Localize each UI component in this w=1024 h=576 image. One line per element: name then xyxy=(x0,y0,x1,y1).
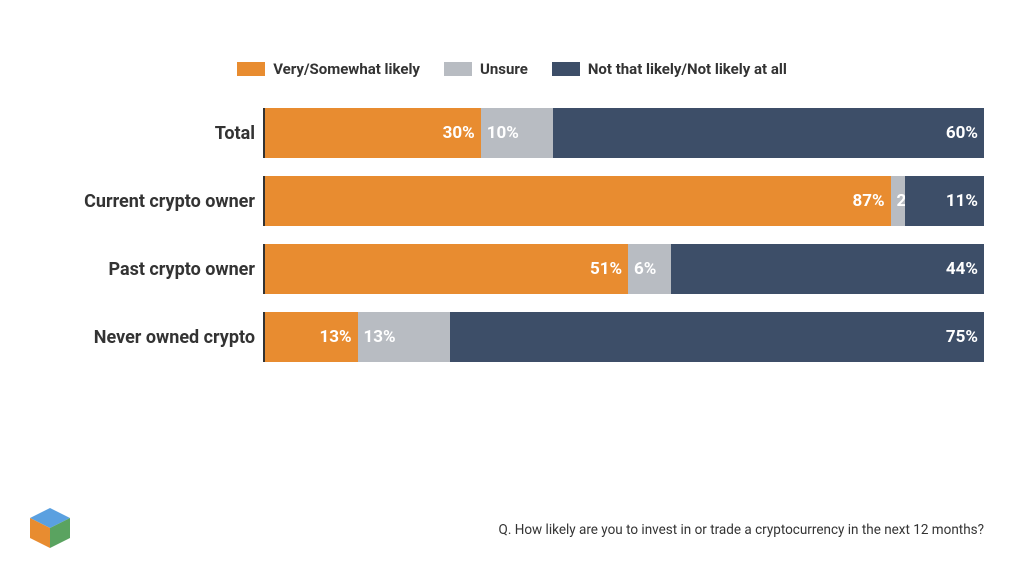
bar-track: 30% 10% 60% xyxy=(263,108,984,158)
bar-row: Current crypto owner 87% 2% 11% xyxy=(0,176,984,226)
stacked-bar-chart: Very/Somewhat likely Unsure Not that likel… xyxy=(0,60,1024,362)
category-label: Current crypto owner xyxy=(0,191,263,212)
legend-label: Not that likely/Not likely at all xyxy=(588,60,787,78)
bar-value-label: 11% xyxy=(946,191,978,211)
bar-segment: 13% xyxy=(265,312,358,362)
bar-value-label: 44% xyxy=(946,259,978,279)
bar-value-label: 13% xyxy=(319,327,351,347)
stacked-bar: 51% 6% 44% xyxy=(265,244,984,294)
bar-segment: 60% xyxy=(553,108,984,158)
legend-item: Not that likely/Not likely at all xyxy=(552,60,787,78)
bar-value-label: 6% xyxy=(634,259,656,279)
bar-row: Total 30% 10% 60% xyxy=(0,108,984,158)
bar-segment: 2% xyxy=(891,176,905,226)
bar-value-label: 60% xyxy=(946,123,978,143)
bar-segment: 6% xyxy=(628,244,671,294)
legend: Very/Somewhat likely Unsure Not that likel… xyxy=(0,60,1024,78)
category-label: Past crypto owner xyxy=(0,259,263,280)
bar-value-label: 10% xyxy=(487,123,519,143)
bar-value-label: 75% xyxy=(946,327,978,347)
category-label: Total xyxy=(0,123,263,144)
legend-item: Unsure xyxy=(444,60,528,78)
bar-segment: 13% xyxy=(358,312,451,362)
bar-value-label: 30% xyxy=(443,123,475,143)
bar-rows: Total 30% 10% 60% Current crypto owner 87% 2% 1… xyxy=(0,108,1024,362)
bar-track: 13% 13% 75% xyxy=(263,312,984,362)
bar-segment: 87% xyxy=(265,176,891,226)
bar-segment: 51% xyxy=(265,244,628,294)
stacked-bar: 13% 13% 75% xyxy=(265,312,984,362)
bar-segment: 75% xyxy=(450,312,984,362)
bar-segment: 44% xyxy=(671,244,984,294)
bar-segment: 10% xyxy=(481,108,553,158)
bar-segment: 30% xyxy=(265,108,481,158)
bar-value-label: 87% xyxy=(852,191,884,211)
stacked-bar: 87% 2% 11% xyxy=(265,176,984,226)
legend-item: Very/Somewhat likely xyxy=(237,60,420,78)
stacked-bar: 30% 10% 60% xyxy=(265,108,984,158)
question-text: Q. How likely are you to invest in or tr… xyxy=(499,522,984,538)
brand-logo-icon xyxy=(28,506,72,550)
bar-row: Never owned crypto 13% 13% 75% xyxy=(0,312,984,362)
legend-label: Very/Somewhat likely xyxy=(273,60,420,78)
legend-swatch xyxy=(237,62,265,76)
legend-swatch xyxy=(552,62,580,76)
legend-label: Unsure xyxy=(480,60,528,78)
legend-swatch xyxy=(444,62,472,76)
bar-value-label: 13% xyxy=(364,327,396,347)
bar-track: 87% 2% 11% xyxy=(263,176,984,226)
bar-row: Past crypto owner 51% 6% 44% xyxy=(0,244,984,294)
category-label: Never owned crypto xyxy=(0,327,263,348)
bar-value-label: 51% xyxy=(590,259,622,279)
bar-track: 51% 6% 44% xyxy=(263,244,984,294)
bar-segment: 11% xyxy=(905,176,984,226)
